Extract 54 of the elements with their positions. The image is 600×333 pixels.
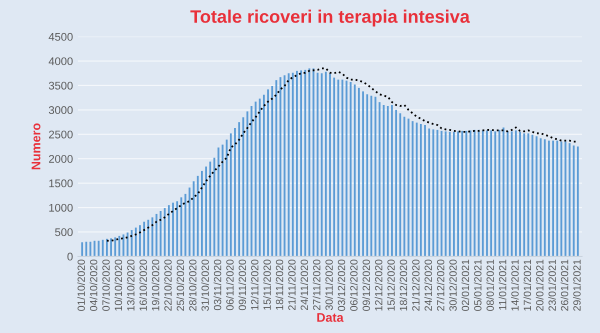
x-tick-label: 05/01/2021 [474,260,482,311]
x-tick-label: 10/10/2020 [114,260,122,311]
x-tick-label: 26/01/2021 [560,260,568,311]
x-tick-label: 01/10/2020 [77,260,85,311]
x-tick-label: 16/10/2020 [139,260,147,311]
x-tick-label: 25/10/2020 [176,260,184,311]
x-tick-label: 15/11/2020 [263,260,271,310]
x-tick-label: 27/11/2020 [312,260,320,310]
y-tick-label: 500 [55,228,73,236]
x-tick-label: 27/12/2020 [436,260,444,311]
y-tick-label: 1500 [49,179,73,188]
y-tick-label: 0 [67,252,73,261]
x-tick-label: 29/01/2021 [573,260,581,311]
x-tick-label: 06/11/2020 [226,260,234,310]
x-tick-label: 09/12/2020 [362,260,370,311]
x-tick-label: 20/01/2021 [536,260,544,311]
x-tick-label: 18/12/2020 [400,260,408,311]
x-tick-label: 30/12/2020 [449,260,457,311]
x-tick-label: 28/10/2020 [188,260,196,311]
y-tick-label: 2000 [48,154,73,163]
x-tick-label: 19/10/2020 [152,260,160,311]
x-tick-label: 04/10/2020 [90,260,98,311]
x-tick-label: 17/01/2021 [523,260,532,311]
x-tick-label: 22/10/2020 [164,260,172,311]
x-tick-label: 21/11/2020 [288,260,296,310]
x-tick-label: 31/10/2020 [201,260,209,311]
y-tick-label: 1000 [49,204,73,212]
x-tick-label: 09/11/2020 [238,260,246,310]
x-tick-label: 12/11/2020 [250,260,258,310]
y-tick-label: 3500 [48,82,73,90]
x-tick-label: 07/10/2020 [102,260,110,311]
x-tick-label: 08/01/2021 [486,260,494,311]
y-tick-label: 2500 [48,130,73,138]
x-axis-title: Data [317,313,344,322]
x-tick-label: 21/12/2020 [412,260,420,311]
y-axis-title: Numero [32,123,40,170]
chart-title: Totale ricoveri in terapia intesiva [190,10,470,26]
y-tick-label: 4500 [48,32,73,41]
x-tick-label: 30/11/2020 [325,260,333,310]
x-tick-label: 02/01/2021 [461,260,470,311]
x-tick-label: 15/12/2020 [387,260,395,311]
x-tick-label: 24/12/2020 [424,260,432,311]
x-tick-label: 14/01/2021 [511,260,519,311]
x-tick-label: 13/10/2020 [126,260,134,311]
x-tick-label: 12/12/2020 [374,260,382,311]
x-tick-label: 24/11/2020 [300,260,308,310]
y-tick-label: 4000 [48,57,73,66]
x-tick-label: 11/01/2021 [498,260,506,310]
x-tick-label: 23/01/2021 [548,260,556,311]
x-tick-label: 06/12/2020 [350,260,358,311]
x-tick-label: 03/12/2020 [338,260,346,311]
x-tick-label: 03/11/2020 [214,260,222,310]
y-tick-label: 3000 [48,106,73,114]
x-tick-label: 18/11/2020 [276,260,284,310]
